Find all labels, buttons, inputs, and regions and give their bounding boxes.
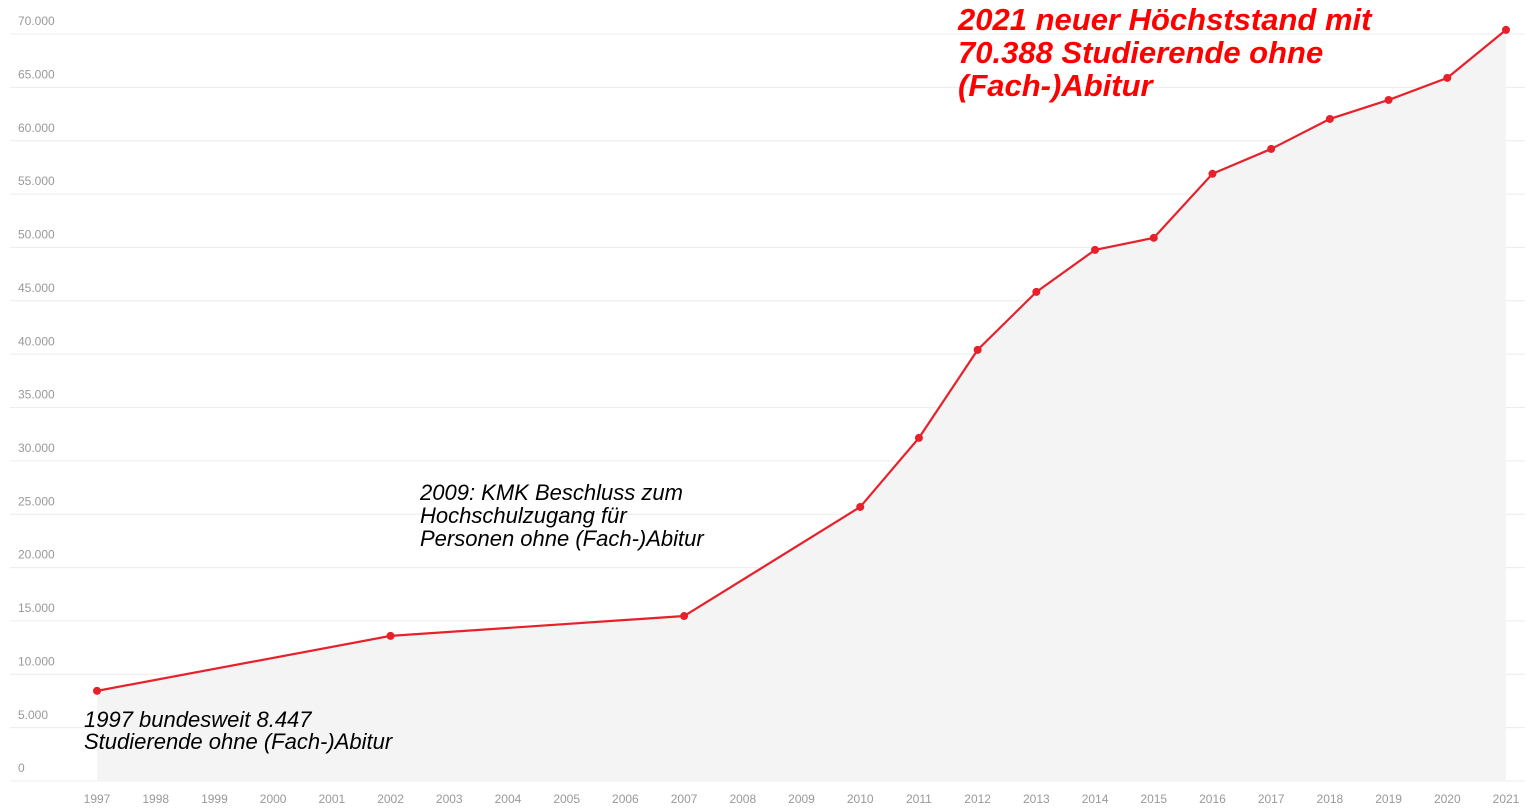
point (1032, 287, 1041, 296)
area (97, 29, 1506, 781)
annotation: Hochschulzugang für (420, 503, 628, 528)
x-tick-label: 1998 (142, 792, 169, 806)
y-tick-label: 0 (18, 761, 25, 775)
y-tick-label: 60.000 (18, 121, 55, 135)
y-tick-label: 20.000 (18, 548, 55, 562)
y-tick-label: 10.000 (18, 654, 55, 668)
x-tick-label: 2005 (553, 792, 580, 806)
x-tick-label: 2014 (1082, 792, 1109, 806)
annotation: 70.388 Studierende ohne (958, 35, 1323, 70)
point (1267, 144, 1276, 153)
x-tick-label: 1997 (84, 792, 111, 806)
x-tick-label: 2007 (671, 792, 698, 806)
x-tick-label: 2020 (1434, 792, 1461, 806)
y-tick-label: 35.000 (18, 388, 55, 402)
annotation: (Fach-)Abitur (958, 68, 1155, 103)
x-tick-label: 2001 (318, 792, 345, 806)
y-tick-label: 25.000 (18, 494, 55, 508)
x-tick-label: 1999 (201, 792, 228, 806)
point (973, 345, 982, 354)
x-tick-label: 2018 (1317, 792, 1344, 806)
y-tick-label: 30.000 (18, 441, 55, 455)
x-tick-label: 2004 (495, 792, 522, 806)
x-tick-label: 2016 (1199, 792, 1226, 806)
annotation: Personen ohne (Fach-)Abitur (420, 526, 705, 551)
point (856, 502, 865, 511)
x-tick-label: 2013 (1023, 792, 1050, 806)
x-tick-label: 2021 (1493, 792, 1520, 806)
x-tick-label: 2010 (847, 792, 874, 806)
y-tick-label: 70.000 (18, 14, 55, 28)
y-tick-label: 65.000 (18, 68, 55, 82)
point (1384, 95, 1393, 104)
x-tick-label: 2017 (1258, 792, 1285, 806)
x-tick-label: 2009 (788, 792, 815, 806)
y-tick-label: 55.000 (18, 174, 55, 188)
x-tick-label: 2008 (729, 792, 756, 806)
x-tick-label: 2012 (964, 792, 991, 806)
x-tick-label: 2003 (436, 792, 463, 806)
x-tick-label: 2019 (1375, 792, 1402, 806)
annotation: 2009: KMK Beschluss zum (419, 480, 683, 505)
x-tick-label: 2006 (612, 792, 639, 806)
point (914, 433, 923, 442)
y-tick-label: 50.000 (18, 228, 55, 242)
y-tick-label: 45.000 (18, 281, 55, 295)
x-tick-label: 2015 (1140, 792, 1167, 806)
x-tick-label: 2002 (377, 792, 404, 806)
point (386, 631, 395, 640)
point (1502, 25, 1510, 34)
point (1325, 114, 1334, 123)
point (1208, 169, 1217, 178)
point (680, 612, 689, 621)
x-tick-label: 2011 (906, 792, 932, 806)
point (1149, 233, 1158, 242)
annotation: 1997 bundesweit 8.447 (84, 707, 312, 732)
point (1091, 245, 1100, 254)
y-tick-label: 40.000 (18, 334, 55, 348)
x-tick-label: 2000 (260, 792, 287, 806)
point (93, 686, 101, 695)
annotation: 2021 neuer Höchststand mit (957, 2, 1373, 37)
point (1443, 73, 1452, 82)
annotation: Studierende ohne (Fach-)Abitur (84, 729, 394, 754)
y-tick-label: 15.000 (18, 601, 55, 615)
y-tick-label: 5.000 (18, 708, 48, 722)
